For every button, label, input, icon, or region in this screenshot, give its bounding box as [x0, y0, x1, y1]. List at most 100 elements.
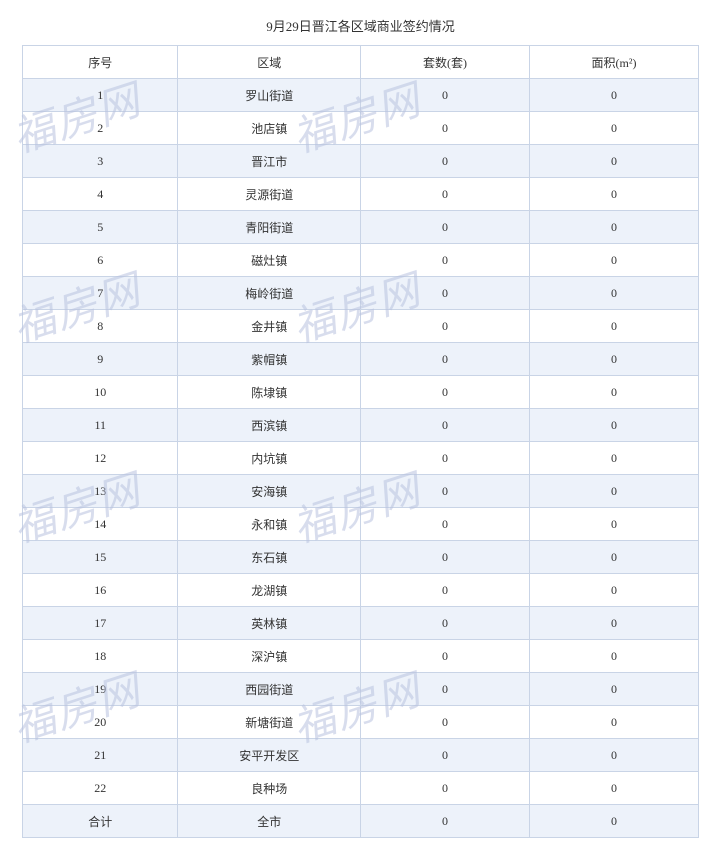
table-row: 13安海镇00	[23, 475, 699, 508]
col-header-region: 区域	[178, 46, 361, 79]
cell-idx: 1	[23, 79, 178, 112]
cell-region: 灵源街道	[178, 178, 361, 211]
cell-area: 0	[529, 772, 698, 805]
cell-units: 0	[360, 673, 529, 706]
cell-units: 0	[360, 277, 529, 310]
table-row: 16龙湖镇00	[23, 574, 699, 607]
table-row: 6磁灶镇00	[23, 244, 699, 277]
cell-area: 0	[529, 310, 698, 343]
cell-idx: 11	[23, 409, 178, 442]
table-row: 8金井镇00	[23, 310, 699, 343]
cell-idx: 19	[23, 673, 178, 706]
cell-region: 西滨镇	[178, 409, 361, 442]
cell-area: 0	[529, 178, 698, 211]
cell-units: 0	[360, 772, 529, 805]
col-header-idx: 序号	[23, 46, 178, 79]
table-row: 17英林镇00	[23, 607, 699, 640]
cell-area: 0	[529, 640, 698, 673]
cell-region: 永和镇	[178, 508, 361, 541]
cell-area: 0	[529, 145, 698, 178]
table-row: 22良种场00	[23, 772, 699, 805]
cell-area: 0	[529, 706, 698, 739]
cell-units: 0	[360, 409, 529, 442]
cell-area: 0	[529, 112, 698, 145]
cell-idx: 22	[23, 772, 178, 805]
cell-region: 内坑镇	[178, 442, 361, 475]
cell-units: 0	[360, 244, 529, 277]
cell-units: 0	[360, 607, 529, 640]
cell-idx: 9	[23, 343, 178, 376]
cell-region: 梅岭街道	[178, 277, 361, 310]
cell-region: 深沪镇	[178, 640, 361, 673]
cell-idx: 20	[23, 706, 178, 739]
cell-region: 陈埭镇	[178, 376, 361, 409]
cell-region: 新塘街道	[178, 706, 361, 739]
cell-idx: 16	[23, 574, 178, 607]
table-row: 18深沪镇00	[23, 640, 699, 673]
cell-area: 0	[529, 508, 698, 541]
table-row: 15东石镇00	[23, 541, 699, 574]
cell-units: 0	[360, 79, 529, 112]
cell-idx: 4	[23, 178, 178, 211]
cell-units: 0	[360, 112, 529, 145]
cell-area: 0	[529, 805, 698, 838]
table-row: 1罗山街道00	[23, 79, 699, 112]
cell-area: 0	[529, 79, 698, 112]
table-title: 9月29日晋江各区域商业签约情况	[22, 10, 699, 45]
cell-units: 0	[360, 739, 529, 772]
cell-area: 0	[529, 211, 698, 244]
cell-idx: 17	[23, 607, 178, 640]
cell-idx: 10	[23, 376, 178, 409]
cell-area: 0	[529, 244, 698, 277]
table-row: 2池店镇00	[23, 112, 699, 145]
cell-area: 0	[529, 739, 698, 772]
cell-area: 0	[529, 442, 698, 475]
cell-idx: 6	[23, 244, 178, 277]
cell-units: 0	[360, 442, 529, 475]
cell-region: 罗山街道	[178, 79, 361, 112]
cell-area: 0	[529, 343, 698, 376]
cell-units: 0	[360, 706, 529, 739]
table-row: 10陈埭镇00	[23, 376, 699, 409]
col-header-area: 面积(m²)	[529, 46, 698, 79]
table-row: 7梅岭街道00	[23, 277, 699, 310]
table-row: 合计全市00	[23, 805, 699, 838]
table-row: 12内坑镇00	[23, 442, 699, 475]
cell-units: 0	[360, 145, 529, 178]
cell-idx: 2	[23, 112, 178, 145]
cell-units: 0	[360, 508, 529, 541]
cell-units: 0	[360, 805, 529, 838]
cell-region: 池店镇	[178, 112, 361, 145]
table-row: 21安平开发区00	[23, 739, 699, 772]
cell-units: 0	[360, 310, 529, 343]
cell-region: 安平开发区	[178, 739, 361, 772]
data-table: 序号 区域 套数(套) 面积(m²) 1罗山街道002池店镇003晋江市004灵…	[22, 45, 699, 838]
cell-area: 0	[529, 475, 698, 508]
cell-region: 全市	[178, 805, 361, 838]
cell-region: 良种场	[178, 772, 361, 805]
cell-units: 0	[360, 211, 529, 244]
table-row: 19西园街道00	[23, 673, 699, 706]
table-row: 20新塘街道00	[23, 706, 699, 739]
cell-region: 紫帽镇	[178, 343, 361, 376]
table-row: 9紫帽镇00	[23, 343, 699, 376]
cell-region: 安海镇	[178, 475, 361, 508]
cell-idx: 12	[23, 442, 178, 475]
cell-area: 0	[529, 376, 698, 409]
cell-region: 晋江市	[178, 145, 361, 178]
cell-idx: 合计	[23, 805, 178, 838]
cell-region: 青阳街道	[178, 211, 361, 244]
cell-idx: 8	[23, 310, 178, 343]
cell-area: 0	[529, 409, 698, 442]
cell-region: 东石镇	[178, 541, 361, 574]
cell-units: 0	[360, 475, 529, 508]
cell-idx: 7	[23, 277, 178, 310]
table-header-row: 序号 区域 套数(套) 面积(m²)	[23, 46, 699, 79]
table-row: 5青阳街道00	[23, 211, 699, 244]
cell-idx: 21	[23, 739, 178, 772]
cell-units: 0	[360, 343, 529, 376]
cell-idx: 5	[23, 211, 178, 244]
cell-units: 0	[360, 541, 529, 574]
table-row: 4灵源街道00	[23, 178, 699, 211]
col-header-units: 套数(套)	[360, 46, 529, 79]
